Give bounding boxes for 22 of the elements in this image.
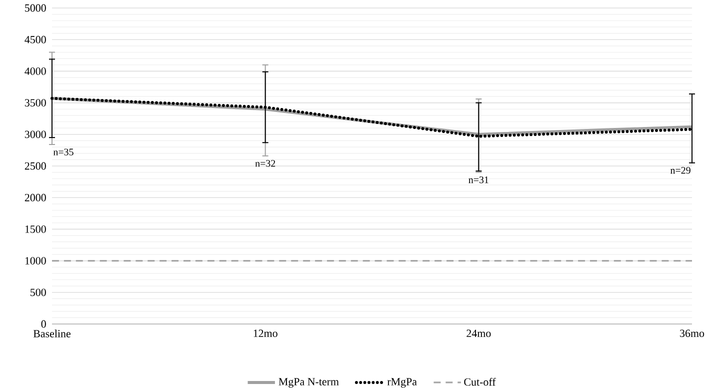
x-tick-label: 36mo — [680, 330, 704, 338]
annotation: n=31 — [468, 176, 488, 184]
x-tick-label: 12mo — [254, 330, 278, 338]
y-tick-label: 2500 — [24, 162, 46, 170]
legend-label: MgPa N-term — [278, 378, 339, 388]
annotation: n=29 — [670, 167, 690, 174]
y-tick-label: 4000 — [24, 68, 46, 75]
y-tick-label: 2000 — [24, 194, 46, 202]
y-tick-label: 3500 — [24, 99, 46, 106]
y-tick-label: 4500 — [24, 36, 46, 44]
x-tick-label: 24mo — [466, 330, 491, 338]
x-tick-label: Baseline — [33, 330, 70, 338]
legend-label: rMgPa — [387, 378, 417, 388]
y-tick-label: 500 — [30, 288, 46, 296]
y-tick-label: 0 — [41, 320, 46, 328]
y-tick-label: 1500 — [25, 226, 46, 233]
y-tick-label: 5000 — [25, 4, 46, 12]
legend-label: Cut-off — [464, 378, 496, 386]
y-tick-label: 3000 — [24, 130, 46, 138]
annotation: n=32 — [255, 160, 276, 167]
y-tick-label: 1000 — [25, 257, 46, 264]
annotation: n=35 — [53, 148, 74, 156]
